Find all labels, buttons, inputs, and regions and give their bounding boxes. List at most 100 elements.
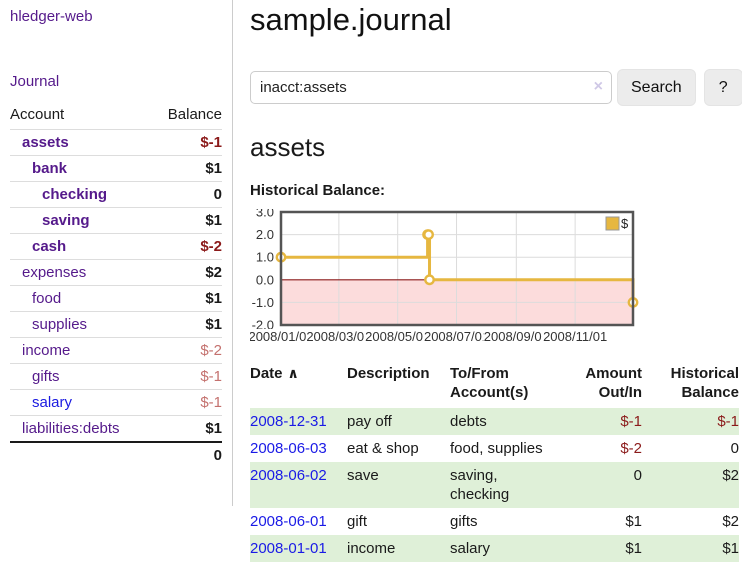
search-bar: × Search ? [250,69,742,106]
sidebar-total-row: 0 [10,441,222,468]
register-date-link[interactable]: 2008-06-02 [250,467,327,484]
sidebar-account-row: liabilities:debts $1 [10,415,222,441]
svg-text:1.0: 1.0 [256,250,274,265]
register-row: 2008-06-03 eat & shop food, supplies $-2 0 [250,435,739,462]
sidebar-account-link-supplies[interactable]: supplies [32,316,88,333]
register-cell-amount: $-2 [620,440,642,457]
register-cell-accounts: saving, checking [450,462,565,508]
search-button[interactable]: Search [617,69,696,106]
register-cell-date: 2008-12-31 [250,408,347,435]
register-col-balance: Historical Balance [670,365,739,401]
register-col-date[interactable]: Date ∧ [250,364,347,408]
svg-text:2008/11/01: 2008/11/01 [543,329,607,344]
sidebar-accounts: assets $-1 bank $1 checking 0 saving $1 cash $-2 e… [10,129,222,441]
sidebar-account-balance: $1 [205,420,222,437]
svg-text:0.0: 0.0 [256,272,274,287]
sidebar-account-row: salary $-1 [10,389,222,415]
sidebar-account-row: food $1 [10,285,222,311]
register-cell-date: 2008-01-01 [250,535,347,562]
svg-text:3.0: 3.0 [256,209,274,220]
sidebar-account-balance: $-1 [200,134,222,151]
register-row: 2008-12-31 pay off debts $-1 $-1 [250,408,739,435]
register-date-link[interactable]: 2008-01-01 [250,540,327,557]
svg-text:2008/01/01: 2008/01/01 [250,329,314,344]
register-cell-balance: $2 [722,513,739,530]
sidebar-account-link-checking[interactable]: checking [42,186,108,203]
balance-chart-svg: $3.0 2.0 1.0 0.0 -1.0 -2.02008/01/012008/03/0… [250,209,639,345]
register-cell-amount: $-1 [565,408,642,435]
sidebar-total-balance: 0 [213,447,222,464]
sidebar-account-link-expenses[interactable]: expenses [22,264,87,281]
historical-balance-chart: $3.0 2.0 1.0 0.0 -1.0 -2.0 2008/01/01 2008/03/0… [250,209,742,349]
register-date-link[interactable]: 2008-06-01 [250,513,327,530]
register-cell-amount: $1 [625,513,642,530]
balance-column-header: Balance [167,106,222,123]
register-cell-date: 2008-06-01 [250,508,347,535]
sidebar-account-row: bank $1 [10,155,222,181]
register-date-link[interactable]: 2008-06-03 [250,440,327,457]
sidebar-account-link-income[interactable]: income [22,342,71,359]
register-row: 2008-01-01 income salary $1 $1 [250,535,739,562]
sidebar-account-balance: $-1 [200,394,222,411]
svg-text:2008/09/01: 2008/09/01 [484,329,549,344]
sidebar-account-link-saving[interactable]: saving [42,212,90,229]
app-brand-link[interactable]: hledger-web [10,8,93,25]
register-cell-date: 2008-06-02 [250,462,347,508]
search-input[interactable] [250,71,612,104]
sidebar-account-balance: $1 [205,212,222,229]
accounts-column-header: Account [10,106,65,123]
register-col-accounts: To/From Account(s) [450,365,529,401]
account-heading: assets [250,132,326,162]
register-cell-balance: $2 [642,462,739,508]
sidebar-account-link-gifts[interactable]: gifts [32,368,60,385]
sidebar-account-row: saving $1 [10,207,222,233]
sort-asc-icon: ∧ [287,365,299,381]
register-cell-accounts: food, supplies [450,440,543,457]
sidebar-accounts-header: Account Balance [10,106,222,129]
sidebar-account-row: income $-2 [10,337,222,363]
register-date-link[interactable]: 2008-12-31 [250,413,327,430]
sidebar-account-link-liabilities-debts[interactable]: liabilities:debts [22,420,120,437]
register-header-row: Date ∧ Description To/From Account(s) Amo… [250,364,739,408]
chart-title: Historical Balance: [250,182,386,199]
register-col-description: Description [347,365,430,382]
page-title: sample.journal [250,2,452,37]
sidebar-account-link-salary[interactable]: salary [32,394,73,411]
register-cell-description: income [347,535,450,562]
register-cell-date: 2008-06-03 [250,435,347,462]
register-cell-description: gift [347,513,368,530]
register-tbody: 2008-12-31 pay off debts $-1 $-1 2008-06-03 ea… [250,408,739,562]
sidebar-account-balance: $2 [205,264,222,281]
register-cell-balance: 0 [730,440,739,457]
sidebar-account-link-assets[interactable]: assets [22,134,69,151]
date-header-label: Date [250,365,283,382]
svg-text:-2.0: -2.0 [252,318,274,333]
sidebar-account-balance: $-2 [200,238,222,255]
sidebar-account-balance: $1 [205,290,222,307]
sidebar-account-balance: $-1 [200,368,222,385]
sidebar-account-balance: $1 [205,316,222,333]
svg-text:2008/07/01: 2008/07/01 [424,329,489,344]
svg-text:$: $ [621,216,629,231]
sidebar-account-link-bank[interactable]: bank [32,160,68,177]
svg-text:2008/03/01: 2008/03/01 [306,329,371,344]
register-cell-amount: $1 [565,535,642,562]
register-cell-amount: 0 [565,462,642,508]
sidebar-account-row: cash $-2 [10,233,222,259]
sidebar-account-link-food[interactable]: food [32,290,62,307]
sidebar-account-row: supplies $1 [10,311,222,337]
sidebar-accounts-table: Account Balance assets $-1 bank $1 checking 0… [10,106,222,468]
svg-text:-1.0: -1.0 [252,295,274,310]
register-col-amount: Amount Out/In [585,365,642,401]
register-row: 2008-06-02 save saving, checking 0 $2 [250,462,739,508]
sidebar-item-journal[interactable]: Journal [10,73,60,90]
register-cell-accounts: salary [450,535,565,562]
clear-search-icon[interactable]: × [593,78,603,95]
help-button[interactable]: ? [703,69,742,106]
sidebar-account-row: assets $-1 [10,129,222,155]
sidebar-account-row: checking 0 [10,181,222,207]
sidebar-account-row: gifts $-1 [10,363,222,389]
svg-text:2008/05/01: 2008/05/01 [365,329,430,344]
register-table: Date ∧ Description To/From Account(s) Amo… [250,364,739,562]
sidebar-account-link-cash[interactable]: cash [32,238,67,255]
